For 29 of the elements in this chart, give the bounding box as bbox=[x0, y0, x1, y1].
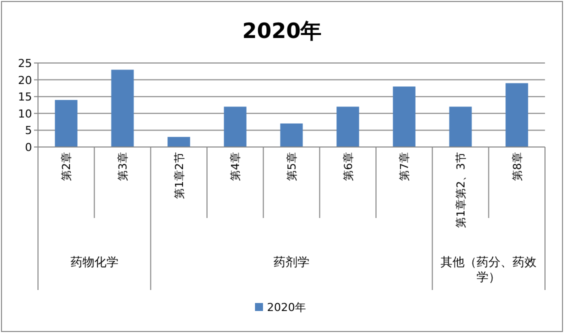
bar bbox=[392, 86, 416, 147]
text: 其他（药分、药效学） bbox=[440, 255, 538, 285]
x-tick-label: 第8章 bbox=[510, 152, 524, 181]
x-tick-label: 第1章第2、3节 bbox=[454, 152, 468, 228]
bar bbox=[449, 106, 472, 147]
bar bbox=[224, 106, 246, 147]
bar bbox=[54, 100, 78, 147]
bar bbox=[168, 136, 190, 147]
x-tick-label: 第5章 bbox=[286, 152, 298, 181]
y-tick-label: 15 bbox=[18, 90, 32, 104]
bar bbox=[280, 123, 303, 147]
y-tick-label: 10 bbox=[18, 107, 32, 120]
y-tick-label: 5 bbox=[25, 124, 32, 138]
text: 药物化学 bbox=[69, 255, 120, 270]
y-tick-label: 20 bbox=[18, 74, 32, 87]
y-tick-label: 0 bbox=[25, 141, 32, 154]
text: 药剂学 bbox=[272, 255, 310, 270]
bar bbox=[336, 106, 360, 147]
x-tick-label: 第3章 bbox=[116, 152, 130, 181]
y-tick-label: 25 bbox=[18, 57, 32, 70]
x-tick-label: 第1章2节 bbox=[172, 152, 186, 199]
chart-title: 2020年 bbox=[242, 19, 322, 43]
legend-label: 2020年 bbox=[267, 301, 306, 314]
x-tick-label: 第4章 bbox=[229, 152, 242, 181]
x-tick-label: 第7章 bbox=[398, 152, 412, 181]
x-tick-label: 第2章 bbox=[60, 152, 74, 181]
bar bbox=[111, 70, 134, 147]
bar bbox=[506, 83, 528, 147]
x-tick-label: 第6章 bbox=[342, 152, 355, 181]
